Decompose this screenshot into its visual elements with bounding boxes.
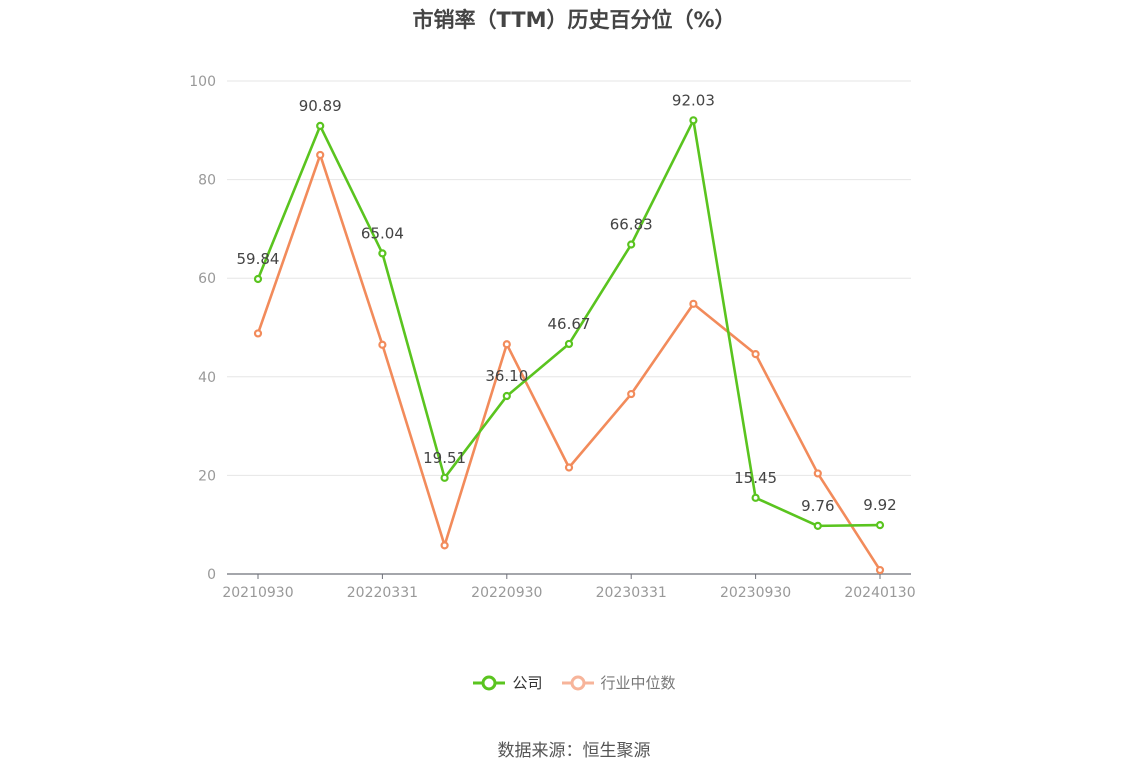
series-points xyxy=(253,116,885,575)
legend-label-industry-median: 行业中位数 xyxy=(600,674,676,692)
series-0-point-10 xyxy=(875,520,885,530)
grid-lines xyxy=(227,80,911,476)
series-1-point-7 xyxy=(689,299,698,308)
data-source: 数据来源：恒生聚源 xyxy=(497,741,651,761)
series-1-point-2 xyxy=(378,340,387,349)
legend-item-company[interactable]: 公司 xyxy=(472,672,543,693)
y-tick-label-80: 80 xyxy=(198,173,216,189)
series-0-point-4 xyxy=(502,391,511,401)
series-1-point-4 xyxy=(502,340,511,349)
data-label-5: 46.67 xyxy=(548,315,591,333)
series-0-point-6 xyxy=(627,240,636,249)
data-label-9: 9.76 xyxy=(801,497,834,515)
y-tick-label-20: 20 xyxy=(198,468,216,484)
legend-company-line-icon xyxy=(473,675,506,690)
series-0-point-8 xyxy=(751,493,760,502)
series-0-point-2 xyxy=(378,249,387,258)
data-label-6: 66.83 xyxy=(610,216,653,234)
x-tick-label-20230331: 20230331 xyxy=(596,585,667,601)
series-1-point-0 xyxy=(253,329,263,338)
series-0-point-3 xyxy=(440,473,449,482)
series-1-point-5 xyxy=(564,463,574,472)
series-0-point-5 xyxy=(564,339,574,349)
data-label-4: 36.10 xyxy=(485,367,528,385)
data-label-1: 90.89 xyxy=(299,97,342,115)
legend-label-company: 公司 xyxy=(512,674,543,692)
x-tick-label-20210930: 20210930 xyxy=(222,585,293,601)
x-axis: 20210930 20220331 20220930 20230331 20230930… xyxy=(222,573,916,601)
legend-industry-line-icon xyxy=(561,675,594,690)
data-label-2: 65.04 xyxy=(361,224,404,242)
x-tick-label-20220930: 20220930 xyxy=(471,585,542,601)
series-0-point-9 xyxy=(813,521,822,530)
data-label-0: 59.84 xyxy=(237,250,280,268)
series-1-point-8 xyxy=(751,350,760,359)
series-0-point-1 xyxy=(316,121,325,131)
series-0-point-0 xyxy=(253,274,263,284)
chart-title: 市销率（TTM）历史百分位（%） xyxy=(412,8,736,32)
data-label-10: 9.92 xyxy=(863,496,896,514)
data-label-8: 15.45 xyxy=(734,469,777,487)
data-label-7: 92.03 xyxy=(672,91,715,109)
series-1-point-6 xyxy=(627,389,636,399)
series-0-point-7 xyxy=(689,116,698,125)
legend-item-industry-median[interactable]: 行业中位数 xyxy=(561,672,676,693)
y-tick-label-100: 100 xyxy=(189,74,216,90)
series-1-point-9 xyxy=(813,469,822,478)
y-tick-label-60: 60 xyxy=(198,271,216,287)
x-tick-label-20220331: 20220331 xyxy=(347,585,418,601)
x-tick-label-20230930: 20230930 xyxy=(720,585,791,601)
data-labels: 59.84 90.89 65.04 19.51 36.10 46.67 66.83 92.03… xyxy=(237,91,897,515)
x-tick-label-20240130: 20240130 xyxy=(844,585,915,601)
y-axis-tick-labels: 0 20 40 60 80 100 xyxy=(189,74,216,583)
data-label-3: 19.51 xyxy=(423,449,466,467)
series-1-point-3 xyxy=(440,541,449,550)
legend: 公司 行业中位数 xyxy=(0,672,1148,693)
series-1-point-1 xyxy=(316,150,325,160)
y-tick-label-0: 0 xyxy=(207,567,216,583)
series-1-point-10 xyxy=(875,565,885,575)
y-tick-label-40: 40 xyxy=(198,370,216,386)
series-line-1 xyxy=(256,153,882,571)
